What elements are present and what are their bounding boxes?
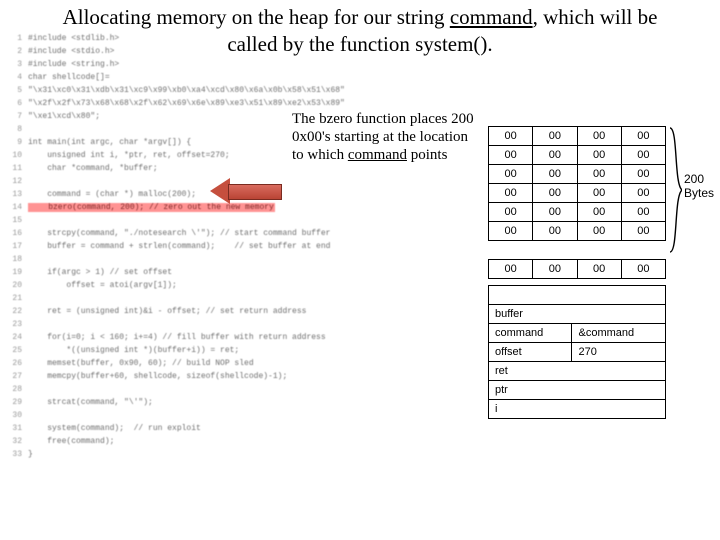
annotation-part2: points xyxy=(407,147,447,163)
title-pre: Allocating memory on the heap for our st… xyxy=(63,5,450,29)
cell-offset-val: 270 xyxy=(572,343,666,362)
cell-ret: ret xyxy=(489,362,666,381)
table-row: i xyxy=(489,400,666,419)
title-underlined: command xyxy=(450,5,533,29)
table-row: 00000000 xyxy=(489,222,666,241)
cell-command: command xyxy=(489,324,572,343)
table-row: buffer xyxy=(489,305,666,324)
cell-offset: offset xyxy=(489,343,572,362)
table-row: 00000000 xyxy=(489,260,666,279)
code-listing: 1#include <stdlib.h>2#include <stdio.h>3… xyxy=(0,32,408,522)
table-row: ret xyxy=(489,362,666,381)
table-row: 00000000 xyxy=(489,203,666,222)
memory-diagram: 0000000000000000000000000000000000000000… xyxy=(488,126,666,419)
cell-command-val: &command xyxy=(572,324,666,343)
table-row xyxy=(489,286,666,305)
brace-label: 200 Bytes xyxy=(684,172,720,200)
heap-grid: 0000000000000000000000000000000000000000… xyxy=(488,126,666,279)
annotation-em: command xyxy=(348,147,407,163)
cell-buffer: buffer xyxy=(489,305,666,324)
table-row: 00000000 xyxy=(489,184,666,203)
cell-ptr: ptr xyxy=(489,381,666,400)
table-row: 00000000 xyxy=(489,127,666,146)
pointer-arrow xyxy=(210,178,280,204)
table-row: ptr xyxy=(489,381,666,400)
cell-i: i xyxy=(489,400,666,419)
annotation-text: The bzero function places 200 0x00's sta… xyxy=(292,110,482,164)
brace-icon xyxy=(668,126,682,254)
table-row: 00000000 xyxy=(489,146,666,165)
stack-table: buffer command&command offset270 ret ptr… xyxy=(488,285,666,419)
table-row: offset270 xyxy=(489,343,666,362)
table-row: 00000000 xyxy=(489,165,666,184)
table-row: command&command xyxy=(489,324,666,343)
